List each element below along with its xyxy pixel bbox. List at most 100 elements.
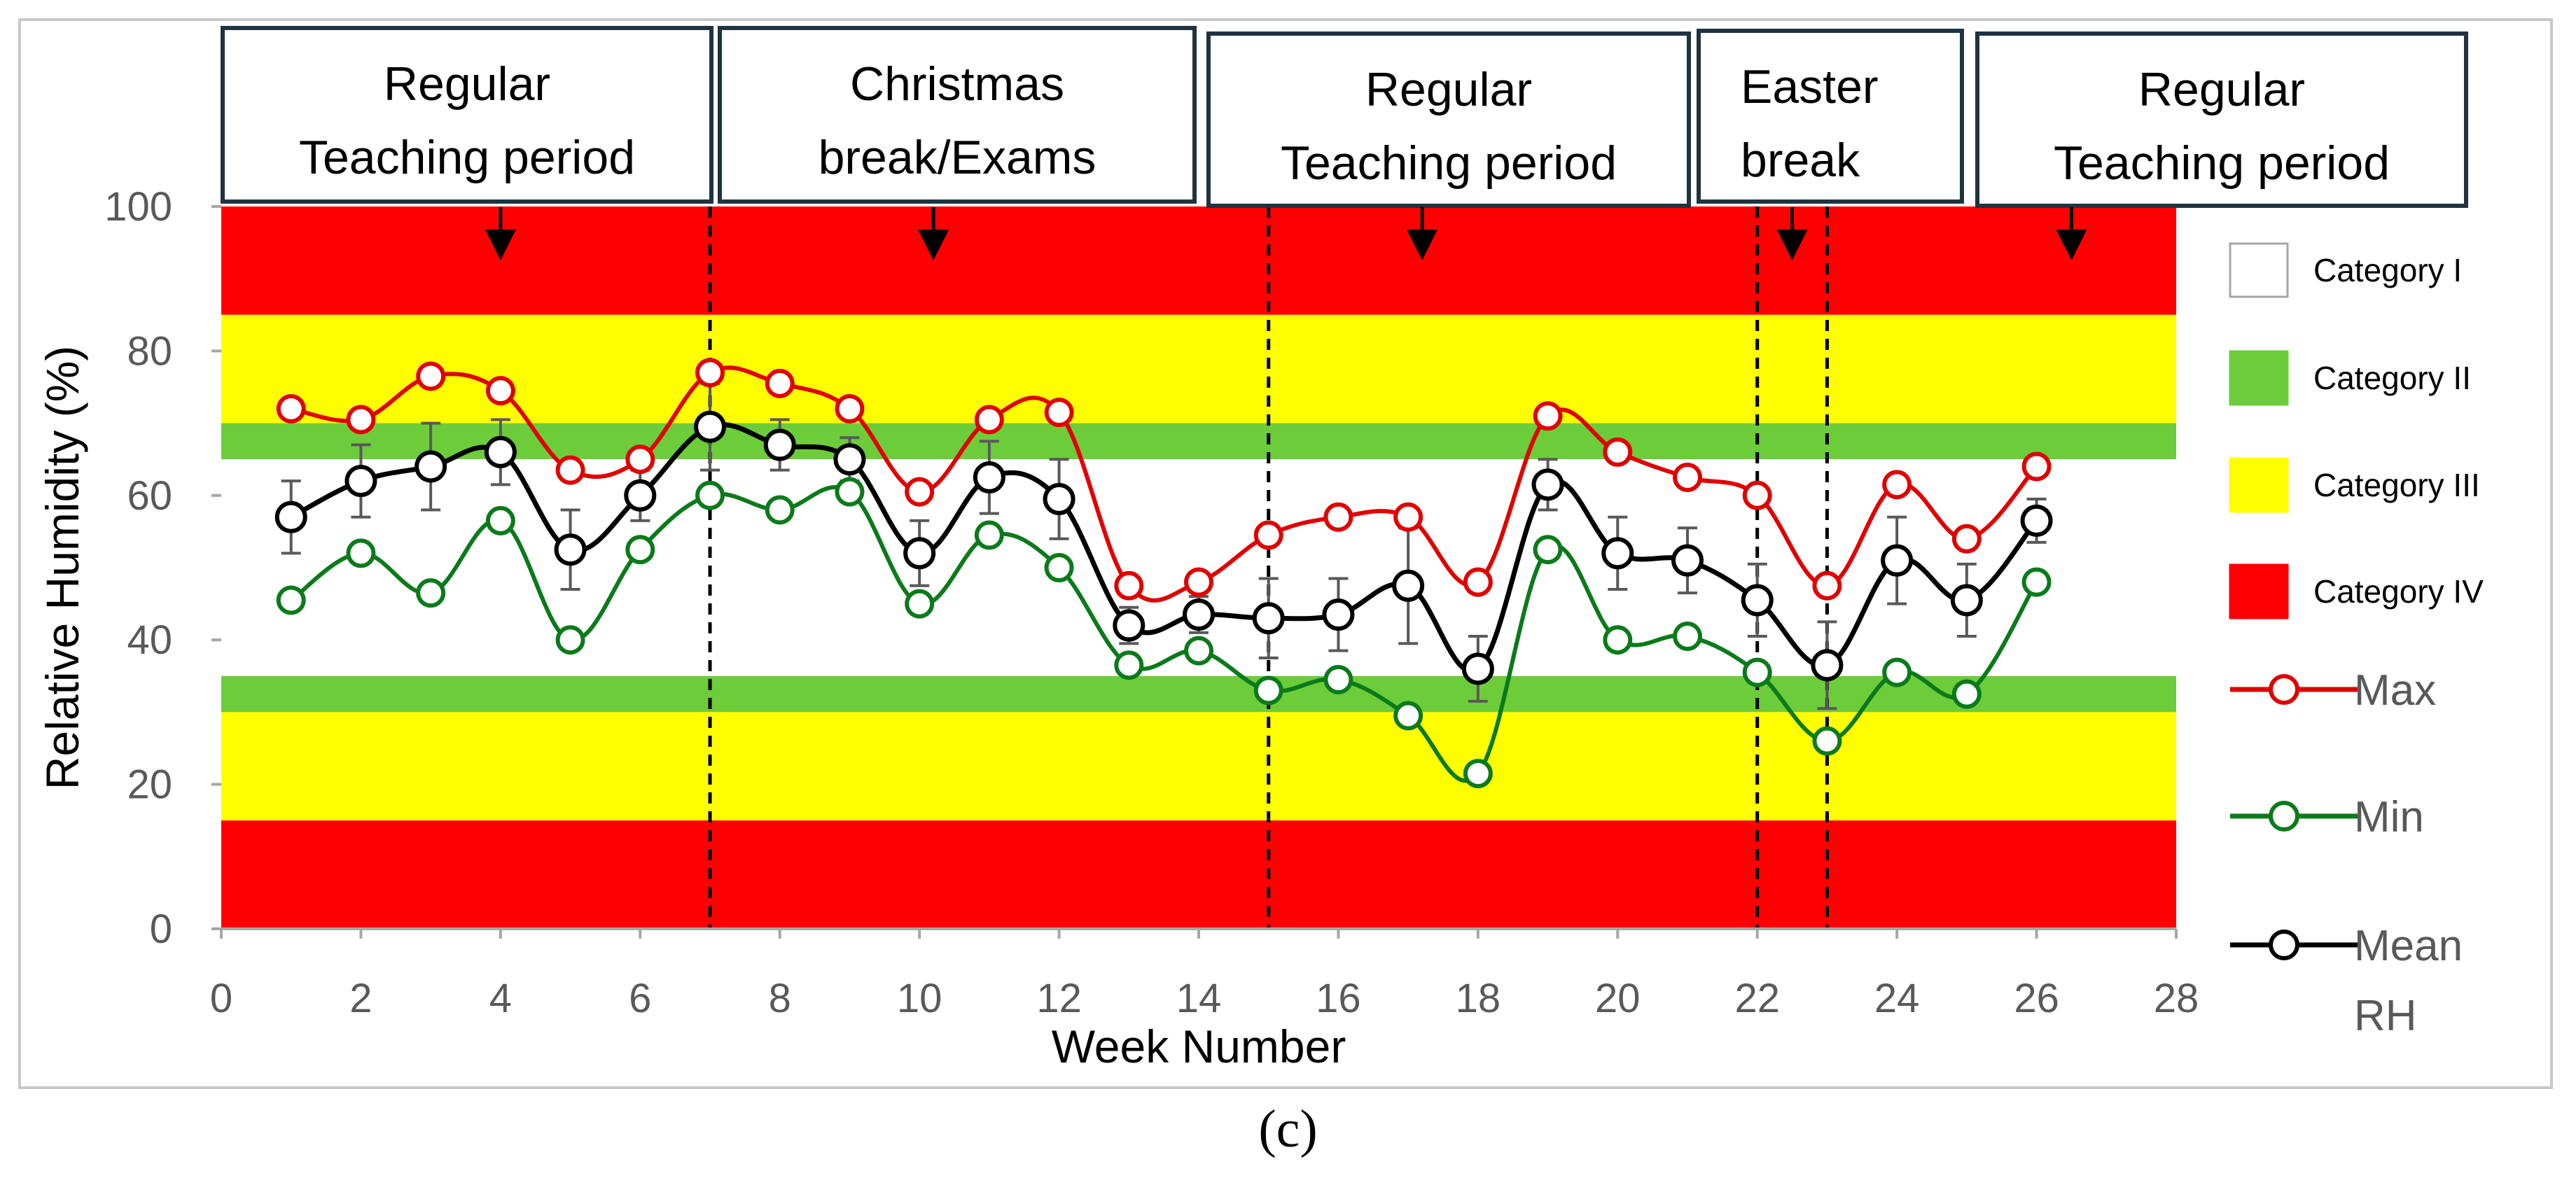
legend-label: RH: [2354, 992, 2417, 1040]
legend-label: Mean: [2354, 922, 2463, 970]
data-point-max: [1463, 567, 1493, 597]
data-point-min: [1603, 625, 1633, 655]
legend-item-min: Min: [2230, 793, 2424, 841]
data-point-max: [905, 477, 935, 507]
data-point-min: [625, 535, 655, 565]
y-tick-label: 80: [127, 328, 172, 374]
period-label-box: Regular Teaching period: [221, 26, 713, 204]
x-tick-label: 10: [897, 976, 942, 1021]
data-point-mean-rh: [1183, 598, 1215, 631]
data-point-mean-rh: [1881, 544, 1914, 577]
data-point-min: [1463, 759, 1493, 789]
y-tick-label: 40: [127, 617, 172, 663]
legend-marker: [2269, 674, 2299, 705]
data-point-mean-rh: [1113, 609, 1146, 642]
legend-label: Category IV: [2313, 573, 2484, 610]
data-point-min: [1184, 636, 1213, 666]
legend-label: Category I: [2313, 252, 2462, 288]
data-point-max: [1603, 437, 1633, 467]
x-tick-label: 6: [629, 976, 651, 1021]
data-point-min: [1812, 726, 1842, 756]
data-point-min: [695, 480, 725, 510]
x-tick-label: 22: [1734, 976, 1780, 1021]
x-tick-label: 12: [1036, 976, 1082, 1021]
period-box-border: [718, 26, 1197, 204]
period-label-text: Regular: [1365, 63, 1532, 116]
period-arrow-head: [485, 230, 516, 260]
period-box-border: [221, 26, 713, 204]
data-point-max: [485, 376, 515, 406]
legend-label: Min: [2354, 793, 2424, 841]
data-point-max: [835, 393, 865, 423]
legend-item-category-i: Category I: [2229, 242, 2462, 298]
y-axis-title: Relative Humidity (%): [36, 346, 88, 790]
data-point-max: [1114, 570, 1144, 601]
data-point-min: [416, 578, 446, 608]
legend-marker: [2269, 930, 2299, 960]
data-point-mean-rh: [1392, 569, 1425, 602]
x-tick-label: 4: [489, 976, 512, 1021]
data-point-max: [1253, 520, 1283, 550]
x-axis-title: Week Number: [1052, 1021, 1346, 1072]
legend-swatch: [2229, 563, 2289, 619]
data-point-mean-rh: [1811, 649, 1844, 682]
x-tick-label: 18: [1456, 976, 1501, 1021]
period-label-text: Regular: [384, 57, 550, 111]
data-point-max: [416, 361, 446, 391]
data-point-min: [1323, 664, 1353, 694]
period-label-text: Teaching period: [299, 131, 635, 184]
data-point-mean-rh: [903, 537, 936, 570]
data-point-mean-rh: [1741, 584, 1774, 617]
period-box-border: [1975, 31, 2468, 208]
x-tick-label: 8: [769, 976, 791, 1021]
data-point-max: [2021, 451, 2052, 482]
legend-label: Category II: [2313, 360, 2471, 396]
data-point-max: [346, 405, 376, 435]
x-tick-label: 26: [2014, 976, 2059, 1021]
legend-item-category-iv: Category IV: [2229, 563, 2484, 619]
x-tick-label: 20: [1595, 976, 1641, 1021]
legend-swatch: [2229, 457, 2289, 513]
legend-label: Max: [2354, 666, 2436, 715]
band-category-iii: [221, 314, 2176, 423]
legend-marker: [2269, 801, 2299, 832]
data-point-max: [974, 405, 1004, 435]
data-point-mean-rh: [415, 450, 447, 483]
data-point-min: [2021, 567, 2052, 597]
data-point-mean-rh: [1252, 602, 1285, 635]
data-point-mean-rh: [1043, 482, 1075, 515]
data-point-min: [485, 505, 515, 535]
data-point-min: [1673, 622, 1702, 652]
data-point-mean-rh: [2020, 504, 2053, 537]
data-point-mean-rh: [763, 428, 796, 461]
data-point-max: [765, 368, 795, 398]
data-point-mean-rh: [694, 410, 726, 443]
period-label-box: Regular Teaching period: [1975, 31, 2468, 208]
data-point-min: [905, 589, 935, 619]
legend-item-category-ii: Category II: [2229, 350, 2471, 406]
band-category-iv: [221, 820, 2176, 929]
data-point-min: [555, 625, 585, 655]
data-point-max: [695, 358, 725, 388]
data-point-max: [1673, 463, 1702, 492]
data-point-min: [1951, 679, 1982, 709]
data-point-min: [346, 538, 376, 568]
data-point-max: [1951, 524, 1982, 554]
period-label-text: break: [1741, 134, 1860, 187]
data-point-mean-rh: [344, 465, 377, 498]
period-arrow-head: [1407, 230, 1438, 260]
x-tick-label: 2: [349, 976, 372, 1021]
period-box-border: [1697, 29, 1964, 204]
band-category-iv: [221, 206, 2176, 315]
data-point-max: [1323, 502, 1353, 532]
period-label-text: Teaching period: [2054, 136, 2390, 190]
data-point-max: [625, 444, 655, 475]
data-point-mean-rh: [973, 461, 1005, 493]
data-point-min: [765, 495, 795, 525]
period-box-border: [1206, 31, 1691, 208]
data-point-mean-rh: [1601, 537, 1634, 570]
period-label-text: Teaching period: [1281, 136, 1617, 190]
x-tick-label: 0: [210, 976, 232, 1021]
